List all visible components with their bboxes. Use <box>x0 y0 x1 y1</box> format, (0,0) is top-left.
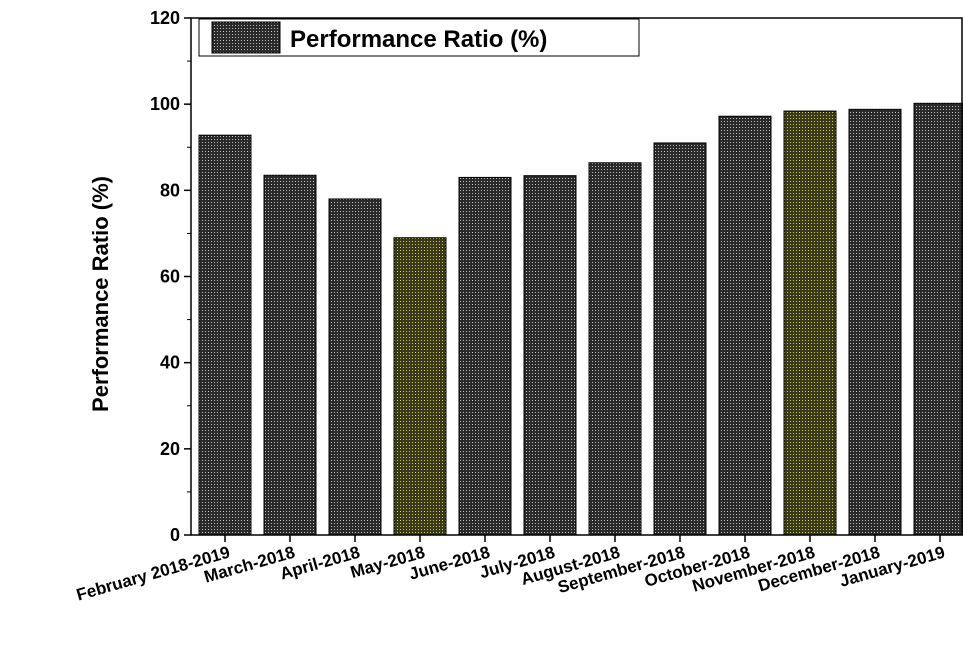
bar <box>588 162 642 536</box>
bar <box>263 174 317 536</box>
bar <box>393 237 447 536</box>
legend-label: Performance Ratio (%) <box>290 26 547 53</box>
legend: Performance Ratio (%) <box>198 18 640 57</box>
bar <box>523 175 577 536</box>
y-tick-label: 0 <box>170 525 180 545</box>
legend-swatch <box>211 21 281 54</box>
y-tick-label: 60 <box>160 267 180 287</box>
bar <box>783 110 837 536</box>
bar <box>458 176 512 536</box>
bar <box>718 115 772 536</box>
plot-frame <box>190 17 963 536</box>
bar <box>198 134 252 536</box>
y-tick-label: 100 <box>150 94 180 114</box>
bar <box>653 142 707 536</box>
bar <box>848 108 902 536</box>
y-tick-label: 120 <box>150 8 180 28</box>
y-tick-label: 80 <box>160 180 180 200</box>
y-axis-title: Performance Ratio (%) <box>88 176 113 412</box>
bar <box>328 198 382 536</box>
y-tick-label: 20 <box>160 439 180 459</box>
y-axis-ticks: 0 20 40 60 80 100 120 <box>150 8 191 545</box>
x-axis-labels: February 2018-2019March-2018April-2018Ma… <box>74 535 947 605</box>
bars <box>198 102 963 536</box>
bar <box>913 102 963 536</box>
y-tick-label: 40 <box>160 353 180 373</box>
